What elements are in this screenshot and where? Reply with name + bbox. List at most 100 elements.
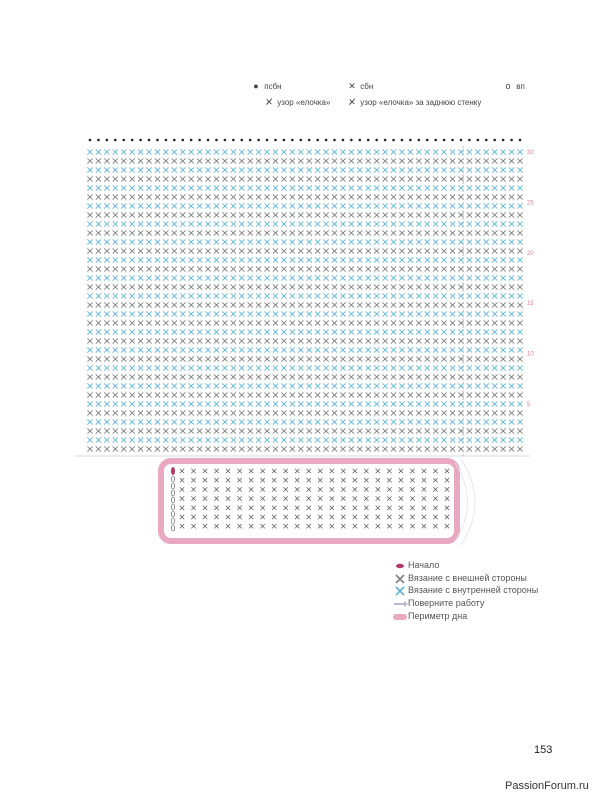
- stitch-cross: [466, 185, 473, 191]
- stitch-cross: [137, 257, 144, 263]
- stitch-cross: [517, 239, 523, 245]
- stitch-cross: [146, 374, 152, 380]
- stitch-cross: [340, 329, 346, 335]
- stitch-cross: [415, 419, 422, 425]
- stitch-cross: [162, 329, 169, 335]
- stitch-cross: [214, 468, 220, 474]
- stitch-cross: [432, 185, 439, 191]
- stitch-cross: [382, 338, 389, 344]
- stitch-cross: [272, 311, 279, 317]
- stitch-cross: [289, 383, 296, 389]
- stitch-cross: [238, 275, 245, 281]
- stitch-cross: [491, 149, 498, 155]
- stitch-cross: [373, 149, 380, 155]
- stitch-cross: [390, 356, 397, 362]
- stitch-cross: [331, 383, 338, 389]
- stitch-cross: [433, 468, 438, 474]
- stitch-cross: [432, 149, 439, 155]
- stitch-cross: [213, 410, 220, 416]
- stitch-cross: [491, 158, 498, 164]
- stitch-cross: [306, 446, 313, 452]
- stitch-cross: [441, 275, 448, 281]
- stitch-dot: [88, 138, 92, 142]
- stitch-cross: [297, 167, 304, 173]
- stitch-cross: [179, 266, 186, 272]
- stitch-cross: [306, 212, 313, 218]
- stitch-cross: [95, 446, 102, 452]
- stitch-cross: [329, 468, 335, 474]
- stitch-cross: [323, 185, 329, 191]
- stitch-cross: [95, 230, 102, 236]
- stitch-cross: [365, 194, 372, 200]
- stitch-cross: [162, 383, 169, 389]
- stitch-cross: [449, 284, 456, 290]
- stitch-cross: [407, 176, 414, 182]
- stitch-cross: [491, 419, 498, 425]
- stitch-cross: [432, 221, 439, 227]
- stitch-cross: [129, 347, 136, 353]
- stitch-cross: [331, 275, 338, 281]
- stitch-cross: [247, 338, 254, 344]
- stitch-cross: [466, 374, 473, 380]
- stitch-cross: [272, 293, 279, 299]
- stitch-cross: [517, 374, 523, 380]
- stitch-cross: [399, 410, 405, 416]
- stitch-cross: [390, 311, 397, 317]
- stitch-cross: [407, 158, 414, 164]
- stitch-cross: [363, 514, 369, 520]
- stitch-cross: [458, 176, 464, 182]
- stitch-cross: [154, 437, 161, 443]
- stitch-cross: [281, 311, 287, 317]
- stitch-cross: [306, 302, 313, 308]
- stitch-cross: [188, 437, 195, 443]
- stitch-dot: [366, 138, 370, 142]
- stitch-cross: [112, 347, 119, 353]
- stitch-cross: [500, 311, 507, 317]
- stitch-cross: [162, 275, 169, 281]
- stitch-dot: [257, 138, 260, 142]
- stitch-cross: [129, 374, 136, 380]
- stitch-cross: [112, 383, 119, 389]
- stitch-cross: [449, 230, 456, 236]
- stitch-cross: [491, 212, 498, 218]
- stitch-cross: [441, 383, 448, 389]
- stitch-dot: [248, 138, 252, 142]
- stitch-cross: [432, 446, 439, 452]
- stitch-cross: [154, 302, 161, 308]
- stitch-cross: [340, 320, 346, 326]
- stitch-cross: [196, 284, 203, 290]
- stitch-cross: [365, 401, 372, 407]
- stitch-cross: [432, 392, 439, 398]
- stitch-cross: [483, 221, 490, 227]
- stitch-cross: [517, 230, 523, 236]
- stitch-cross: [415, 176, 422, 182]
- stitch-cross: [179, 505, 185, 511]
- stitch-cross: [154, 284, 161, 290]
- stitch-cross: [129, 149, 136, 155]
- stitch-cross: [205, 194, 211, 200]
- stitch-cross: [95, 338, 102, 344]
- stitch-cross: [171, 320, 178, 326]
- stitch-cross: [221, 293, 228, 299]
- stitch-cross: [424, 239, 431, 245]
- stitch-cross: [466, 194, 473, 200]
- stitch-cross: [317, 514, 323, 520]
- stitch-cross: [281, 176, 287, 182]
- stitch-cross: [137, 365, 144, 371]
- stitch-cross: [458, 356, 464, 362]
- stitch-cross: [87, 149, 93, 155]
- stitch-cross: [205, 338, 211, 344]
- stitch-cross: [247, 419, 254, 425]
- stitch-cross: [188, 176, 195, 182]
- stitch-cross: [230, 347, 237, 353]
- stitch-cross: [466, 302, 473, 308]
- stitch-cross: [297, 230, 304, 236]
- stitch-cross: [415, 257, 422, 263]
- stitch-cross: [272, 275, 279, 281]
- stitch-cross: [433, 514, 438, 520]
- stitch-cross: [112, 329, 119, 335]
- stitch-cross: [213, 329, 220, 335]
- stitch-dot: [518, 138, 522, 142]
- stitch-cross: [340, 311, 346, 317]
- stitch-cross: [95, 275, 102, 281]
